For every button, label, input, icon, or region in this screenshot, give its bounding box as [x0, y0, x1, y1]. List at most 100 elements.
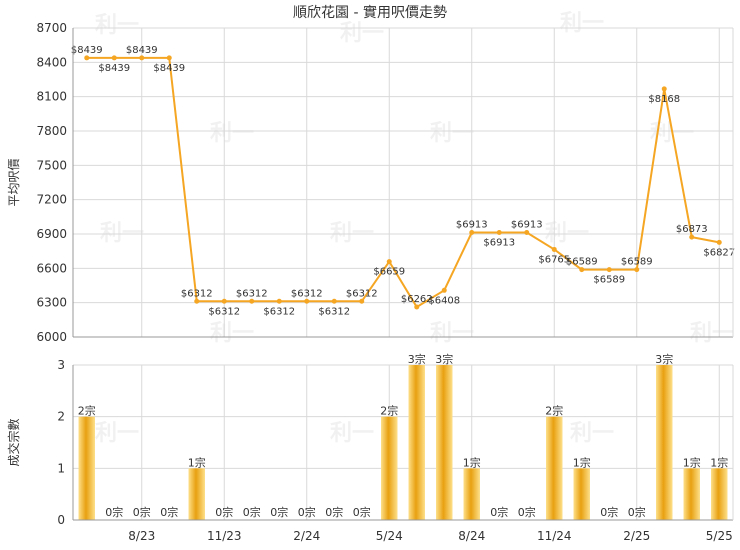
price-line-layer [84, 55, 722, 310]
watermark-text: 利一 [570, 421, 614, 446]
price-point-label: $6913 [511, 220, 543, 231]
price-point-label: $6312 [291, 288, 323, 299]
count-bar-label: 0宗 [353, 505, 371, 519]
price-point [111, 55, 117, 61]
price-point [139, 55, 145, 61]
count-bar-label: 3宗 [655, 352, 673, 366]
watermark-text: 利一 [340, 21, 384, 46]
price-point [551, 246, 557, 252]
price-point-label: $8439 [71, 45, 103, 56]
count-bar-label: 2宗 [545, 404, 563, 418]
x-tick-label: 8/24 [458, 529, 485, 543]
x-tick-label: 2/24 [293, 529, 320, 543]
count-bar-label: 1宗 [573, 455, 591, 469]
count-bar [546, 416, 563, 520]
price-point-label: $6765 [538, 254, 570, 265]
labels-layer: 2宗 0宗 0宗 0宗 1宗 0宗 0宗 0宗 0宗 0宗 0宗 2宗 3宗 3宗 1宗 0宗 0宗 2宗 1宗 0宗… [71, 45, 735, 519]
price-point [166, 55, 172, 61]
x-tick-label: 5/25 [706, 529, 733, 543]
count-bar-label: 0宗 [215, 505, 233, 519]
price-point [221, 298, 227, 304]
count-bars [78, 365, 728, 520]
watermark-text: 利一 [430, 121, 474, 146]
price-point [441, 287, 447, 293]
count-bar-label: 0宗 [628, 505, 646, 519]
price-point [84, 55, 90, 61]
count-bar-label: 1宗 [683, 455, 701, 469]
count-bar-label: 3宗 [408, 352, 426, 366]
count-bar [463, 468, 480, 520]
count-bar [436, 365, 453, 520]
price-point-label: $8168 [648, 94, 680, 105]
price-point-label: $6312 [208, 306, 240, 317]
count-bar-label: 0宗 [325, 505, 343, 519]
price-y-tick-label: 6600 [36, 261, 67, 275]
price-point [469, 230, 475, 236]
count-bar-label: 1宗 [463, 455, 481, 469]
axes-layer: 6000 6300 6600 6900 7200 7500 7800 8100 8400 8700… [6, 21, 734, 543]
price-y-tick-label: 8100 [36, 90, 67, 104]
x-tick-label: 2/25 [623, 529, 650, 543]
price-y-tick-label: 8700 [36, 21, 67, 35]
price-point [194, 298, 200, 304]
price-point-label: $6873 [676, 224, 708, 235]
price-point-label: $6408 [428, 295, 460, 306]
price-point-label: $6312 [236, 288, 268, 299]
count-bar [78, 416, 95, 520]
price-point [359, 298, 365, 304]
price-point [606, 267, 612, 273]
price-point-label: $8439 [98, 63, 130, 74]
watermark-text: 利一 [330, 421, 374, 446]
price-line [86, 56, 720, 309]
x-tick-label: 11/23 [207, 529, 242, 543]
count-bar-label: 0宗 [270, 505, 288, 519]
x-tick-label: 11/24 [537, 529, 572, 543]
count-bar-label: 0宗 [105, 505, 123, 519]
count-bar [683, 468, 700, 520]
price-y-tick-label: 8400 [36, 55, 67, 69]
price-point-label: $6589 [593, 275, 625, 286]
price-point [304, 298, 310, 304]
price-point-label: $6262 [401, 294, 433, 305]
price-y-tick-label: 7200 [36, 193, 67, 207]
watermark-text: 利一 [430, 321, 474, 346]
price-point [661, 86, 667, 92]
count-bar-label: 2宗 [78, 404, 96, 418]
count-bar-label: 2宗 [380, 404, 398, 418]
count-bar-label: 0宗 [160, 505, 178, 519]
count-bar [188, 468, 205, 520]
chart-title: 順欣花園 - 實用呎價走勢 [293, 4, 447, 21]
count-bar-label: 1宗 [188, 455, 206, 469]
price-point-label: $6913 [483, 238, 515, 249]
price-point [496, 230, 502, 236]
price-y-axis-title: 平均呎價 [7, 158, 21, 206]
x-tick-label: 8/23 [128, 529, 155, 543]
price-point-label: $6659 [373, 267, 405, 278]
count-grid [73, 364, 733, 521]
price-y-tick-label: 6900 [36, 227, 67, 241]
count-bar [656, 365, 673, 520]
price-y-tick-label: 6300 [36, 296, 67, 310]
price-point [386, 259, 392, 265]
count-bar-label: 0宗 [133, 505, 151, 519]
price-point-label: $8439 [126, 45, 158, 56]
price-point [689, 234, 695, 240]
count-y-tick-label: 0 [57, 513, 65, 527]
price-point [414, 304, 420, 310]
price-point-label: $6589 [621, 257, 653, 268]
count-bar [711, 468, 728, 520]
count-bar-label: 0宗 [518, 505, 536, 519]
count-bar [573, 468, 590, 520]
price-point-label: $6827 [703, 247, 735, 258]
count-bar-label: 0宗 [243, 505, 261, 519]
watermark-text: 利一 [560, 11, 604, 36]
price-point [579, 267, 585, 273]
count-y-tick-label: 1 [57, 461, 65, 475]
count-bar-label: 3宗 [435, 352, 453, 366]
price-point [716, 239, 722, 245]
count-bar-label: 0宗 [600, 505, 618, 519]
count-bar [381, 416, 398, 520]
price-y-tick-label: 7800 [36, 124, 67, 138]
